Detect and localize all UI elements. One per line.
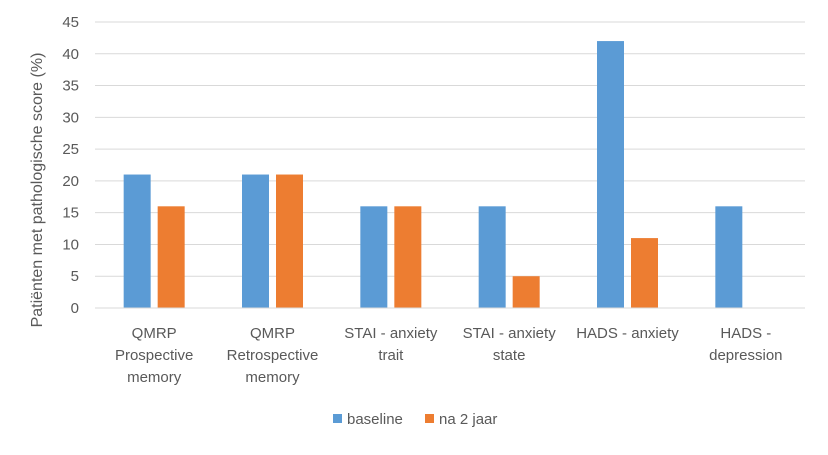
x-tick-label: HADS - anxiety	[576, 325, 679, 342]
y-tick-label: 0	[71, 300, 79, 317]
legend-label: baseline	[347, 411, 403, 428]
x-tick-label: STAI - anxiety trait	[344, 325, 438, 364]
bar-baseline	[360, 206, 388, 308]
y-tick-label: 25	[62, 141, 79, 158]
x-axis-labels: QMRP Prospective memory QMRP Retrospective me…	[115, 325, 783, 386]
bar-baseline	[123, 174, 151, 308]
legend: baseline na 2 jaar	[333, 411, 497, 428]
y-tick-label: 10	[62, 236, 79, 253]
bar-na-2-jaar	[157, 206, 185, 308]
y-tick-label: 30	[62, 109, 79, 126]
x-tick-label: QMRP Retrospective memory	[227, 325, 319, 386]
bar-baseline	[478, 206, 506, 308]
bars	[123, 41, 743, 309]
bar-na-2-jaar	[631, 238, 658, 308]
bar-na-2-jaar	[512, 276, 540, 308]
x-tick-label: HADS -depression	[709, 325, 782, 364]
y-tick-label: 20	[62, 173, 79, 190]
y-tick-label: 45	[62, 14, 79, 31]
bar-na-2-jaar	[394, 206, 422, 308]
bar-baseline	[242, 174, 269, 308]
x-tick-label: QMRP Prospective memory	[115, 325, 193, 386]
y-tick-label: 40	[62, 46, 79, 63]
y-axis-ticks: 0 5 10 15 20 25 30 35 40 45	[62, 14, 79, 317]
y-tick-label: 15	[62, 205, 79, 222]
y-tick-label: 35	[62, 78, 79, 95]
y-axis-title: Patiënten met pathologische score (%)	[29, 53, 46, 328]
legend-label: na 2 jaar	[439, 411, 497, 428]
legend-swatch	[333, 414, 342, 423]
y-tick-label: 5	[71, 268, 79, 285]
bar-baseline	[597, 41, 624, 309]
bar-na-2-jaar	[276, 174, 303, 308]
bar-baseline	[715, 206, 743, 308]
x-tick-label: STAI - anxiety state	[463, 325, 557, 364]
legend-swatch	[425, 414, 434, 423]
gridlines	[95, 21, 805, 277]
